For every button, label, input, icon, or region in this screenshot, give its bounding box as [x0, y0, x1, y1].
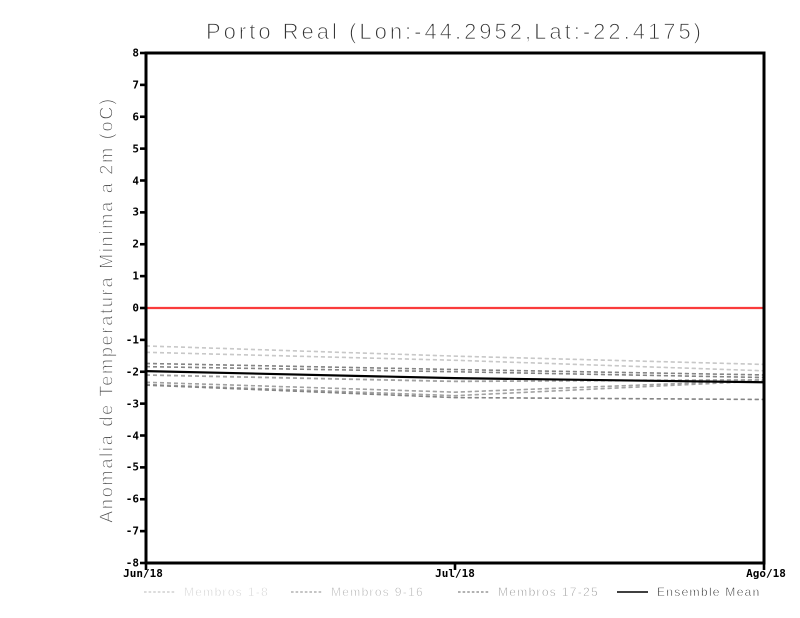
legend-label: Membros 1-8	[184, 585, 269, 600]
axis-frame	[144, 51, 766, 565]
y-tick-label: 4	[132, 174, 139, 187]
legend-label: Membros 9-16	[331, 585, 424, 600]
legend-entry-2: Membros 9-16	[291, 585, 424, 599]
y-tick-label: 3	[132, 205, 139, 219]
y-tick-label: -1	[125, 333, 139, 347]
legend: Membros 1-8 Membros 9-16 Membros 17-25 Ense…	[0, 585, 800, 601]
chart-title: Porto Real (Lon:-44.2952,Lat:-22.4175)	[205, 19, 705, 45]
x-tick-label: Jun/18	[123, 567, 163, 580]
member-line-g1-3	[145, 345, 765, 365]
member-line-g3-9	[145, 384, 765, 400]
y-tick-label: 1	[132, 269, 139, 283]
y-tick-label: 5	[132, 142, 139, 156]
dashed-line-swatch	[458, 591, 489, 593]
dashed-line-swatch	[144, 591, 175, 593]
legend-entry-4: Ensemble Mean	[617, 585, 761, 599]
legend-label: Ensemble Mean	[657, 585, 761, 600]
legend-entry-3: Membros 17-25	[458, 585, 599, 599]
y-tick-label: -5	[125, 460, 139, 474]
y-tick-label: 0	[132, 301, 139, 315]
dashed-line-swatch	[291, 591, 322, 593]
legend-label: Membros 17-25	[498, 585, 599, 600]
y-tick-label: -4	[125, 429, 139, 442]
y-tick-label: -2	[125, 365, 139, 379]
y-tick-label: -3	[125, 397, 139, 411]
member-line-g2-8	[145, 380, 765, 397]
y-tick-label: -6	[125, 492, 139, 506]
x-tick-label: Ago/18	[746, 567, 786, 580]
legend-entry-1: Membros 1-8	[144, 585, 269, 599]
y-tick-label: -8	[125, 556, 139, 570]
solid-line-swatch	[617, 591, 648, 593]
member-line-g3-3	[145, 362, 765, 376]
y-tick-label: 8	[132, 46, 139, 60]
y-tick-label: 2	[132, 237, 139, 251]
y-tick-label: 7	[132, 78, 139, 92]
x-tick-label: Jul/18	[435, 567, 475, 580]
member-line-g2-3	[145, 380, 765, 393]
y-tick-label: 6	[132, 110, 139, 124]
member-line-g1-6	[145, 351, 765, 372]
member-line-g2-5	[145, 379, 765, 393]
member-line-g2-2	[145, 374, 765, 382]
member-line-g3-6	[145, 365, 765, 378]
ensemble-mean-line	[145, 370, 765, 384]
y-tick-label: -7	[125, 524, 139, 538]
